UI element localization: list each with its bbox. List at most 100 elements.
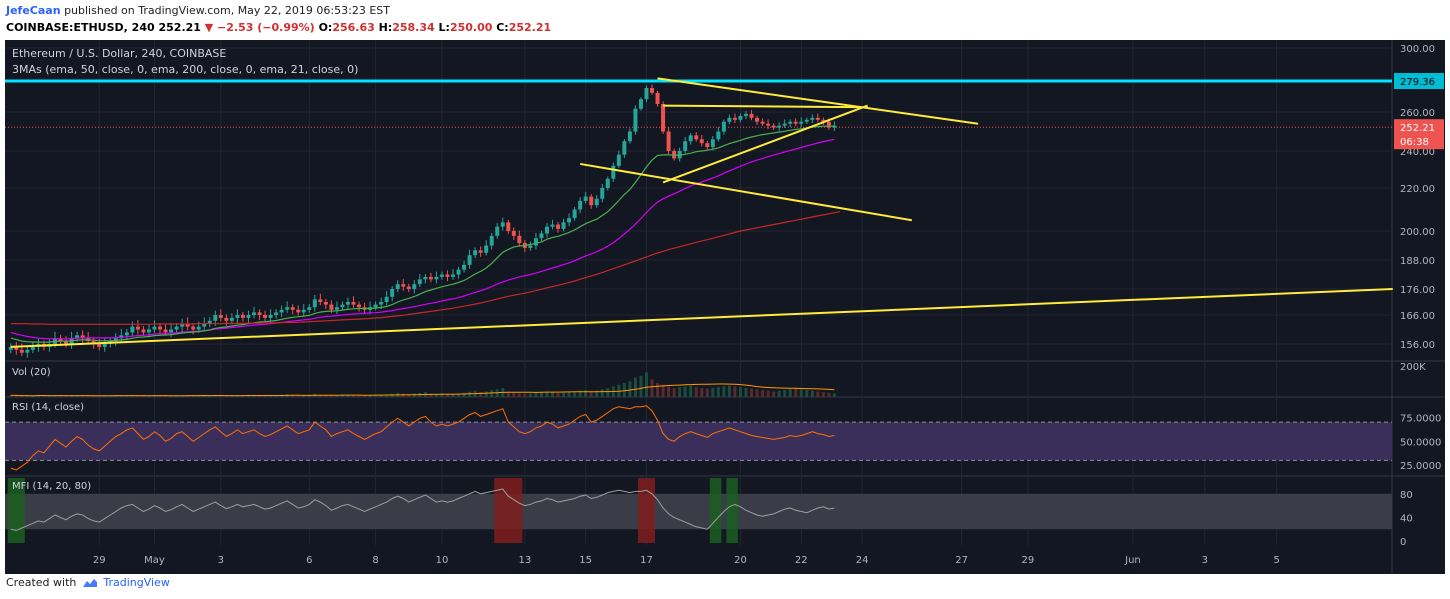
candle-body — [467, 255, 472, 265]
volume-bar — [70, 395, 74, 397]
candle-body — [196, 326, 201, 330]
volume-bar — [412, 393, 416, 397]
candle-body — [655, 92, 660, 104]
volume-bar — [788, 389, 792, 397]
candle-body — [732, 117, 737, 120]
candle-body — [235, 315, 240, 318]
candle-body — [572, 209, 577, 219]
candle-body — [544, 226, 549, 234]
volume-bar — [700, 388, 704, 397]
candle-body — [727, 117, 732, 122]
volume-bar — [777, 390, 781, 397]
trading-chart[interactable]: 29 May 3 6 8 10 13 15 17 20 22 24 27 29 Jun 3 5 300.00 260… — [0, 40, 1450, 574]
candle-body — [589, 196, 594, 206]
volume-bar — [667, 386, 671, 397]
volume-bar — [86, 395, 90, 397]
volume-bar — [318, 394, 322, 397]
candle-body — [251, 312, 256, 315]
candle-body — [390, 289, 395, 297]
trendline — [662, 104, 868, 184]
volume-bar — [53, 395, 57, 397]
y-tick-label: 176.00 — [1400, 285, 1435, 296]
candle-body — [58, 338, 63, 342]
rsi-line — [10, 405, 835, 471]
x-tick-label: 13 — [519, 555, 532, 566]
candle-body — [434, 276, 439, 280]
volume-bar — [578, 390, 582, 397]
ma-legend: 3MAs (ema, 50, close, 0, ema, 200, close… — [12, 63, 358, 76]
y-tick-label: 220.00 — [1400, 184, 1435, 195]
candle-body — [207, 320, 212, 324]
volume-bar — [622, 382, 626, 397]
volume-bar — [479, 392, 483, 397]
volume-bar — [661, 384, 665, 397]
author-link[interactable]: JefeCaan — [6, 4, 61, 17]
candle-body — [749, 113, 754, 118]
candle-body — [301, 309, 306, 313]
volume-bar — [539, 392, 543, 397]
candle-body — [638, 99, 643, 109]
volume-bar — [761, 389, 765, 397]
volume-bar — [650, 379, 654, 397]
candle-body — [517, 235, 522, 244]
volume-bar — [689, 385, 693, 397]
volume-bar — [722, 386, 726, 397]
volume-bar — [47, 395, 51, 397]
volume-bar — [545, 391, 549, 397]
x-tick-label: 3 — [1202, 555, 1208, 566]
volume-bar — [224, 395, 228, 397]
rsi-tick-label: 75.0000 — [1400, 413, 1441, 424]
down-arrow-icon: ▼ — [204, 21, 214, 34]
volume-bar — [711, 387, 715, 397]
volume-bar — [152, 395, 156, 397]
candle-body — [373, 304, 378, 308]
candle-body — [484, 245, 489, 253]
footer: Created with TradingView — [6, 576, 170, 589]
candle-body — [705, 143, 710, 148]
volume-bar — [407, 394, 411, 397]
candle-body — [760, 121, 765, 124]
candle-body — [412, 284, 417, 289]
volume-bar — [567, 392, 571, 397]
volume-bar — [589, 391, 593, 397]
candle-body — [533, 238, 538, 246]
tradingview-logo-icon — [82, 579, 97, 587]
volume-bar — [556, 393, 560, 397]
y-tick-label: 240.00 — [1400, 147, 1435, 158]
candle-body — [312, 299, 317, 308]
high-value: 258.34 — [392, 21, 435, 34]
candle-body — [556, 224, 561, 229]
candle-body — [633, 108, 638, 132]
trendline — [579, 162, 912, 222]
volume-bar — [125, 395, 129, 397]
candle-body — [782, 123, 787, 126]
tradingview-brand[interactable]: TradingView — [103, 576, 170, 589]
candle-body — [616, 154, 621, 166]
mfi-signal-zone — [494, 478, 523, 543]
volume-bar — [258, 395, 262, 397]
x-tick-label: 3 — [218, 555, 224, 566]
volume-bar — [9, 395, 13, 397]
candle-body — [268, 315, 273, 318]
candle-body — [743, 113, 748, 116]
volume-bar — [766, 390, 770, 397]
mfi-signal-zone — [726, 478, 738, 543]
mfi-signal-zone — [637, 478, 656, 543]
candle-body — [174, 326, 179, 330]
published-text: published on TradingView.com, May 22, 20… — [64, 4, 390, 17]
volume-bar — [213, 395, 217, 397]
candle-body — [777, 125, 782, 128]
volume-bar — [136, 395, 140, 397]
x-tick-label: 29 — [1022, 555, 1035, 566]
candle-body — [815, 117, 820, 120]
candle-body — [793, 121, 798, 124]
candle-body — [401, 284, 406, 287]
volume-bar — [462, 392, 466, 397]
volume-bar — [551, 392, 555, 397]
candle-body — [511, 231, 516, 236]
volume-bar — [523, 393, 527, 397]
candle-body — [832, 125, 837, 128]
low-value: 250.00 — [449, 21, 493, 34]
candle-body — [163, 329, 168, 333]
candle-body — [257, 312, 262, 315]
